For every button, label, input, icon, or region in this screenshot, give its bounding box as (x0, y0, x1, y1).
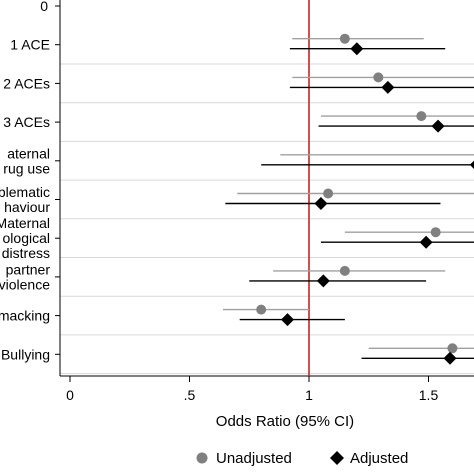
point-adjusted (381, 80, 395, 94)
y-category-label: 2 ACEs (3, 75, 50, 91)
point-adjusted (280, 313, 294, 327)
point-adjusted (469, 160, 474, 170)
x-tick-label: 0 (66, 387, 74, 403)
y-category-label: Maternal (0, 215, 50, 231)
point-unadjusted (323, 188, 334, 199)
point-adjusted (443, 351, 457, 365)
y-tick-label: 0 (40, 0, 48, 14)
legend-marker-unadjusted (196, 452, 208, 464)
point-unadjusted (339, 265, 350, 276)
y-category-label: 1 ACE (10, 37, 50, 53)
point-adjusted (419, 235, 433, 249)
point-unadjusted (373, 72, 384, 83)
point-unadjusted (430, 227, 441, 238)
y-category-label: partner (6, 261, 51, 277)
legend-label-adjusted: Adjusted (350, 450, 408, 467)
y-category-label: haviour (4, 199, 50, 215)
x-axis-title: Odds Ratio (95% CI) (216, 413, 354, 430)
x-tick-label: 1.5 (419, 387, 439, 403)
y-category-label: macking (0, 308, 50, 324)
point-unadjusted (339, 33, 350, 44)
point-unadjusted (416, 111, 427, 122)
point-adjusted (350, 42, 364, 56)
legend-marker-adjusted (330, 451, 344, 465)
y-category-label: violence (0, 276, 50, 292)
x-tick-label: 1 (305, 387, 313, 403)
y-category-label: distress (2, 245, 50, 261)
point-unadjusted (447, 343, 458, 354)
point-adjusted (431, 119, 445, 133)
legend-label-unadjusted: Unadjusted (216, 450, 292, 467)
y-category-label: 3 ACEs (3, 114, 50, 130)
x-tick-label: .5 (184, 387, 196, 403)
point-unadjusted (256, 304, 267, 315)
y-category-label: rug use (3, 160, 50, 176)
y-category-label: ological (3, 230, 50, 246)
y-category-label: blematic (0, 184, 50, 200)
point-adjusted (314, 197, 328, 210)
y-category-label: Bullying (1, 346, 50, 362)
point-adjusted (316, 274, 330, 288)
y-category-label: aternal (7, 145, 50, 161)
